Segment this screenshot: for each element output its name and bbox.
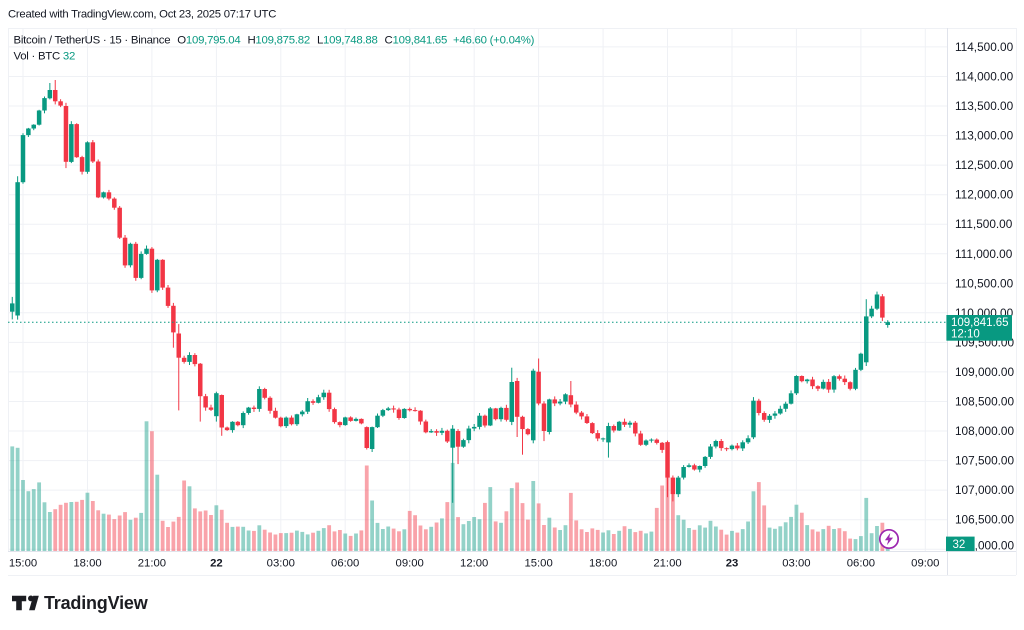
svg-text:03:00: 03:00 <box>267 558 295 570</box>
svg-text:09:00: 09:00 <box>396 558 424 570</box>
svg-text:112,500.00: 112,500.00 <box>955 158 1014 172</box>
svg-text:106,500.00: 106,500.00 <box>955 513 1014 527</box>
svg-text:21:00: 21:00 <box>138 558 166 570</box>
svg-text:111,500.00: 111,500.00 <box>955 217 1013 231</box>
svg-text:12:00: 12:00 <box>460 558 488 570</box>
svg-text:113,500.00: 113,500.00 <box>955 99 1014 113</box>
svg-text:108,500.00: 108,500.00 <box>955 395 1014 409</box>
svg-text:Bitcoin / TetherUS · 15 · Bina: Bitcoin / TetherUS · 15 · Binance O109,79… <box>14 35 535 47</box>
svg-text:Vol · BTC 32: Vol · BTC 32 <box>14 51 76 63</box>
svg-text:114,000.00: 114,000.00 <box>955 70 1014 84</box>
svg-text:112,000.00: 112,000.00 <box>955 188 1014 202</box>
svg-text:107,000.00: 107,000.00 <box>955 483 1014 497</box>
svg-text:108,000.00: 108,000.00 <box>955 424 1014 438</box>
svg-text:32: 32 <box>953 539 966 551</box>
svg-text:23: 23 <box>726 558 739 570</box>
svg-text:109,841.65: 109,841.65 <box>951 317 1009 329</box>
svg-text:TradingView: TradingView <box>44 593 149 613</box>
svg-text:18:00: 18:00 <box>73 558 101 570</box>
svg-text:06:00: 06:00 <box>847 558 875 570</box>
svg-text:111,000.00: 111,000.00 <box>955 247 1013 261</box>
svg-text:12:10: 12:10 <box>951 329 980 341</box>
svg-text:22: 22 <box>210 558 223 570</box>
svg-text:21:00: 21:00 <box>653 558 681 570</box>
svg-text:03:00: 03:00 <box>782 558 810 570</box>
svg-text:113,000.00: 113,000.00 <box>955 129 1014 143</box>
svg-text:06:00: 06:00 <box>331 558 359 570</box>
svg-text:110,500.00: 110,500.00 <box>955 276 1014 290</box>
svg-text:15:00: 15:00 <box>9 558 37 570</box>
svg-text:18:00: 18:00 <box>589 558 617 570</box>
svg-text:09:00: 09:00 <box>911 558 939 570</box>
svg-text:15:00: 15:00 <box>524 558 552 570</box>
svg-text:107,500.00: 107,500.00 <box>955 454 1014 468</box>
svg-text:Created with TradingView.com,: Created with TradingView.com, Oct 23, 20… <box>8 9 276 21</box>
svg-text:109,000.00: 109,000.00 <box>955 365 1014 379</box>
svg-text:114,500.00: 114,500.00 <box>955 40 1014 54</box>
